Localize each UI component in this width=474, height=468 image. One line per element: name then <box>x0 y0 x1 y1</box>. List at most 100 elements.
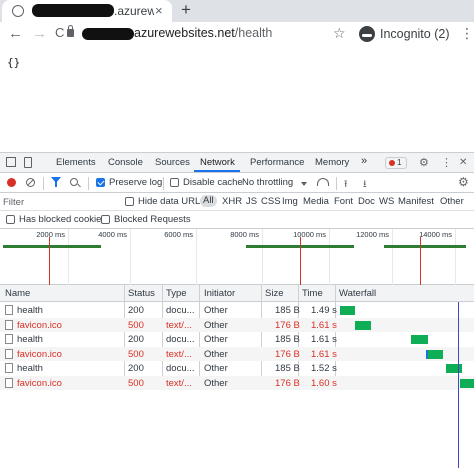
request-status: 200 <box>128 363 144 374</box>
table-row[interactable]: favicon.ico 500 text/... Other 176 B 1.61 s <box>0 317 474 332</box>
close-devtools-icon[interactable]: ✕ <box>459 157 468 168</box>
has-blocked-cookies-checkbox[interactable] <box>6 215 15 224</box>
request-time: 1.60 s <box>311 377 337 389</box>
address-bar[interactable]: azurewebsites.net/health <box>80 26 272 40</box>
column-divider[interactable] <box>199 285 200 385</box>
type-filter-font[interactable]: Font <box>334 196 354 207</box>
chevron-down-icon[interactable] <box>301 182 307 186</box>
incognito-label[interactable]: Incognito (2) <box>380 27 450 41</box>
toolbar-divider <box>336 177 337 190</box>
tab-performance[interactable]: Performance <box>250 157 305 168</box>
column-divider[interactable] <box>124 285 125 385</box>
preserve-log-checkbox[interactable] <box>96 178 105 187</box>
browser-tab[interactable]: .azurew × <box>2 0 172 22</box>
filter-icon[interactable] <box>51 177 61 187</box>
tab-console[interactable]: Console <box>108 157 143 168</box>
inspect-element-icon[interactable] <box>6 157 16 167</box>
column-header-time[interactable]: Time <box>302 288 323 299</box>
request-status: 500 <box>128 348 144 360</box>
bookmark-star-icon[interactable]: ☆ <box>333 25 346 41</box>
tab-network[interactable]: Network <box>200 157 235 168</box>
type-filter-css[interactable]: CSS <box>261 196 281 207</box>
waterfall-bar <box>411 335 428 344</box>
table-row[interactable]: favicon.ico 500 text/... Other 176 B 1.60 s <box>0 375 474 390</box>
type-filter-media[interactable]: Media <box>303 196 329 207</box>
column-header-name[interactable]: Name <box>5 288 31 299</box>
tab-memory[interactable]: Memory <box>315 157 350 168</box>
type-filter-xhr[interactable]: XHR <box>222 196 243 207</box>
request-name: favicon.ico <box>17 377 62 389</box>
clear-icon[interactable] <box>26 178 35 187</box>
hide-data-urls-checkbox[interactable] <box>125 197 134 206</box>
import-har-icon[interactable]: ⭱ <box>344 179 348 190</box>
network-conditions-icon[interactable] <box>317 178 329 186</box>
waterfall-waiting-segment <box>426 349 443 359</box>
waterfall-bar <box>446 364 462 373</box>
column-header-type[interactable]: Type <box>166 288 187 299</box>
type-filter-img[interactable]: Img <box>282 196 298 207</box>
more-tabs-icon[interactable]: » <box>361 155 368 167</box>
error-count-badge[interactable]: 1 <box>385 157 407 169</box>
has-blocked-cookies-label[interactable]: Has blocked cookies <box>19 214 107 225</box>
disable-cache-checkbox[interactable] <box>170 178 179 187</box>
throttling-select[interactable]: No throttling <box>242 177 294 188</box>
disable-cache-label[interactable]: Disable cache <box>183 177 243 188</box>
request-initiator: Other <box>204 377 228 389</box>
table-row[interactable]: health 200 docu... Other 185 B 1.52 s <box>0 361 474 376</box>
export-har-icon[interactable]: ⭳ <box>363 179 367 190</box>
devtools-tab-bar: Elements Console Sources Network Perform… <box>0 153 474 173</box>
new-tab-button[interactable]: + <box>181 0 191 19</box>
waterfall-waiting-segment <box>460 378 474 388</box>
column-divider[interactable] <box>298 285 299 385</box>
column-header-size[interactable]: Size <box>265 288 284 299</box>
table-row[interactable]: health 200 docu... Other 185 B 1.49 s <box>0 303 474 318</box>
column-header-waterfall[interactable]: Waterfall <box>339 288 377 299</box>
column-divider[interactable] <box>162 285 163 385</box>
network-overview-timeline[interactable]: 2000 ms 4000 ms 6000 ms 8000 ms 10000 ms… <box>0 229 474 285</box>
type-filter-ws[interactable]: WS <box>379 196 395 207</box>
request-status: 200 <box>128 305 144 316</box>
devtools-menu-icon[interactable]: ⋮ <box>441 157 452 169</box>
search-icon[interactable] <box>70 178 78 186</box>
table-row[interactable]: favicon.ico 500 text/... Other 176 B 1.61 s <box>0 346 474 361</box>
close-tab-icon[interactable]: × <box>155 3 163 18</box>
tab-elements[interactable]: Elements <box>56 157 96 168</box>
back-button[interactable]: ← <box>8 25 23 42</box>
settings-icon[interactable]: ⚙ <box>419 157 429 169</box>
network-request-table: Name Status Type Initiator Size Time Wat… <box>0 285 474 468</box>
column-header-status[interactable]: Status <box>128 288 155 299</box>
overview-gridline <box>68 229 69 285</box>
overview-gridline <box>196 229 197 285</box>
network-settings-icon[interactable]: ⚙ <box>458 175 469 189</box>
column-divider[interactable] <box>261 285 262 385</box>
forward-button[interactable]: → <box>32 25 47 42</box>
overview-gridline <box>455 229 456 285</box>
type-filter-doc[interactable]: Doc <box>358 196 375 207</box>
reload-button[interactable]: C <box>55 25 65 40</box>
column-divider[interactable] <box>335 285 336 385</box>
document-icon <box>5 334 13 344</box>
filter-options-row: Has blocked cookies Blocked Requests <box>0 211 474 229</box>
device-toolbar-icon[interactable] <box>24 157 32 168</box>
column-header-initiator[interactable]: Initiator <box>204 288 236 299</box>
type-filter-other[interactable]: Other <box>440 196 464 207</box>
blocked-requests-label[interactable]: Blocked Requests <box>114 214 191 225</box>
load-event-marker <box>300 237 301 285</box>
table-row[interactable]: health 200 docu... Other 185 B 1.61 s <box>0 332 474 347</box>
tab-sources[interactable]: Sources <box>155 157 190 168</box>
url-host: azurewebsites.net <box>134 26 235 40</box>
type-filter-js[interactable]: JS <box>246 196 258 207</box>
request-type: text/... <box>166 348 192 360</box>
type-filter-all[interactable]: All <box>200 195 217 207</box>
browser-menu-icon[interactable]: ⋮ <box>460 25 474 41</box>
type-filter-manifest[interactable]: Manifest <box>398 196 434 207</box>
hide-data-urls-label[interactable]: Hide data URLs <box>138 196 206 207</box>
overview-gridline <box>262 229 263 285</box>
lock-icon[interactable] <box>67 25 74 37</box>
blocked-requests-checkbox[interactable] <box>101 215 110 224</box>
preserve-log-label[interactable]: Preserve log <box>109 177 163 188</box>
record-icon[interactable] <box>7 178 16 187</box>
request-initiator: Other <box>204 305 228 316</box>
waterfall-bar <box>460 378 474 388</box>
filter-input[interactable] <box>3 195 115 209</box>
